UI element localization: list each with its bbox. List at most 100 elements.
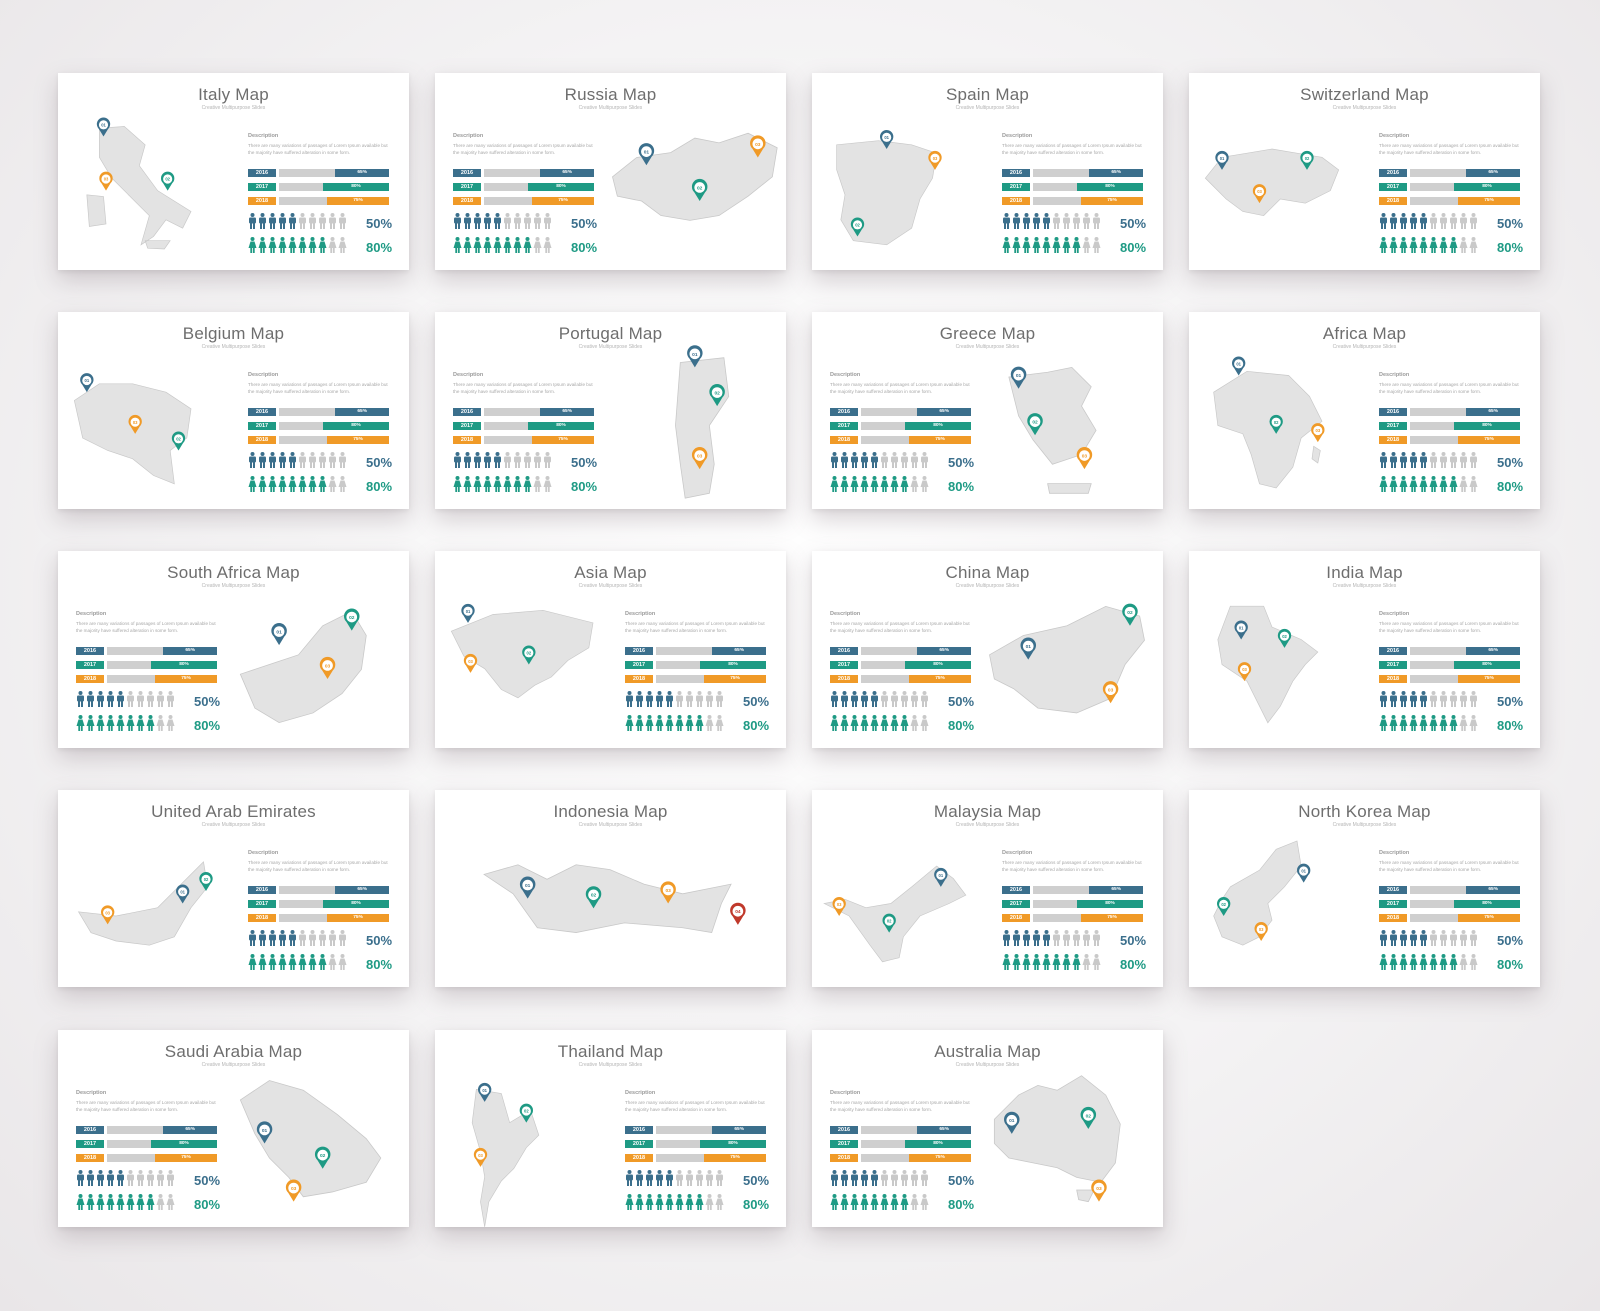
year-label: 2018 (1379, 435, 1407, 444)
slide-thumbnail[interactable]: Portugal Map Creative Multipurpose Slides… (435, 312, 786, 509)
description-title: Description (830, 1090, 861, 1096)
woman-icon (308, 476, 317, 497)
man-icon (705, 1170, 714, 1191)
slide-thumbnail[interactable]: United Arab Emirates Creative Multipurpos… (58, 790, 409, 987)
man-icon (1022, 213, 1031, 234)
man-icon (278, 452, 287, 473)
man-icon (880, 691, 889, 712)
man-icon (308, 452, 317, 473)
woman-icon (533, 237, 542, 258)
slide-thumbnail[interactable]: China Map Creative Multipurpose Slides 01… (812, 551, 1163, 748)
progress-track: 80% (279, 182, 389, 191)
map-pin-01: 01 (1234, 620, 1248, 640)
man-icon (910, 452, 919, 473)
man-icon (328, 213, 337, 234)
man-icon (890, 452, 899, 473)
woman-icon (543, 476, 552, 497)
slide-thumbnail[interactable]: Greece Map Creative Multipurpose Slides 0… (812, 312, 1163, 509)
progress-row-2018: 2018 75% (248, 195, 393, 206)
slide-title: Africa Map (1322, 324, 1407, 343)
year-label: 2017 (1379, 421, 1407, 430)
man-icon (146, 1170, 155, 1191)
slide-subtitle: Creative Multipurpose Slides (1332, 344, 1397, 350)
progress-row-2016: 2016 65% (248, 406, 393, 417)
map-pin-03: 03 (319, 656, 336, 680)
man-icon (1429, 452, 1438, 473)
slide-thumbnail[interactable]: South Africa Map Creative Multipurpose Sl… (58, 551, 409, 748)
percentage-label: 80% (948, 1197, 975, 1212)
slide-thumbnail[interactable]: North Korea Map Creative Multipurpose Sli… (1189, 790, 1540, 987)
progress-track: 65% (279, 168, 389, 177)
slide-thumbnail[interactable]: Australia Map Creative Multipurpose Slide… (812, 1030, 1163, 1227)
woman-icon (533, 476, 542, 497)
slide-thumbnail[interactable]: Thailand Map Creative Multipurpose Slides… (435, 1030, 786, 1227)
man-icon (625, 691, 634, 712)
woman-icon (675, 715, 684, 736)
woman-icon (146, 715, 155, 736)
woman-icon (248, 237, 257, 258)
slide-title: India Map (1326, 563, 1403, 582)
svg-text:01: 01 (466, 609, 471, 614)
progress-row-2018: 2018 75% (625, 1152, 770, 1163)
slide-thumbnail[interactable]: Spain Map Creative Multipurpose Slides 01… (812, 73, 1163, 270)
slide-thumbnail[interactable]: Africa Map Creative Multipurpose Slides 0… (1189, 312, 1540, 509)
progress-row-2017: 2017 80% (1379, 659, 1524, 670)
man-icon (156, 1170, 165, 1191)
slide-thumbnail[interactable]: Asia Map Creative Multipurpose Slides 01 … (435, 551, 786, 748)
man-icon (840, 452, 849, 473)
progress-fill: 65% (1466, 168, 1520, 177)
slide-thumbnail[interactable]: Indonesia Map Creative Multipurpose Slide… (435, 790, 786, 987)
map-pin-03: 03 (101, 905, 115, 925)
africa-map: 01 02 03 (1197, 348, 1347, 503)
slide-thumbnail[interactable]: Belgium Map Creative Multipurpose Slides … (58, 312, 409, 509)
woman-icon (900, 476, 909, 497)
man-icon (298, 213, 307, 234)
woman-icon (503, 476, 512, 497)
man-icon (463, 213, 472, 234)
man-icon (920, 691, 929, 712)
woman-icon (156, 1194, 165, 1215)
year-label: 2016 (1379, 646, 1407, 655)
woman-icon (156, 715, 165, 736)
man-icon (920, 452, 929, 473)
woman-icon (523, 237, 532, 258)
slide-thumbnail[interactable]: Malaysia Map Creative Multipurpose Slides… (812, 790, 1163, 987)
people-row: 50% (1379, 452, 1524, 473)
man-icon (1389, 452, 1398, 473)
progress-row-2018: 2018 75% (830, 1152, 975, 1163)
progress-track: 80% (861, 421, 971, 430)
slide-thumbnail[interactable]: India Map Creative Multipurpose Slides 01… (1189, 551, 1540, 748)
man-icon (493, 452, 502, 473)
woman-icon (1409, 476, 1418, 497)
man-icon (850, 1170, 859, 1191)
percentage-label: 80% (1497, 718, 1524, 733)
woman-icon (86, 1194, 95, 1215)
year-label: 2017 (625, 1139, 653, 1148)
map-pin-02: 02 (1027, 413, 1043, 436)
info-panel: Description There are many variations of … (1002, 850, 1147, 973)
man-icon (1062, 213, 1071, 234)
svg-text:02: 02 (714, 391, 720, 397)
slide-thumbnail[interactable]: Saudi Arabia Map Creative Multipurpose Sl… (58, 1030, 409, 1227)
description-text: There are many variations of passages of… (248, 382, 388, 395)
woman-icon (106, 1194, 115, 1215)
svg-text:03: 03 (104, 177, 109, 182)
progress-track: 80% (279, 899, 389, 908)
svg-text:03: 03 (1096, 1186, 1102, 1192)
year-label: 2018 (830, 435, 858, 444)
percentage-label: 50% (1497, 216, 1524, 231)
progress-fill: 75% (1458, 674, 1520, 683)
map-pin-02: 02 (161, 171, 175, 191)
description-text: There are many variations of passages of… (1002, 143, 1142, 156)
percentage-label: 50% (194, 694, 221, 709)
woman-icon (1379, 237, 1388, 258)
man-icon (870, 452, 879, 473)
man-icon (338, 213, 347, 234)
woman-icon (106, 715, 115, 736)
man-icon (1469, 452, 1478, 473)
slide-thumbnail[interactable]: Italy Map Creative Multipurpose Slides 01… (58, 73, 409, 270)
description-title: Description (1379, 372, 1410, 378)
slide-thumbnail[interactable]: Switzerland Map Creative Multipurpose Sli… (1189, 73, 1540, 270)
man-icon (328, 452, 337, 473)
slide-thumbnail[interactable]: Russia Map Creative Multipurpose Slides 0… (435, 73, 786, 270)
